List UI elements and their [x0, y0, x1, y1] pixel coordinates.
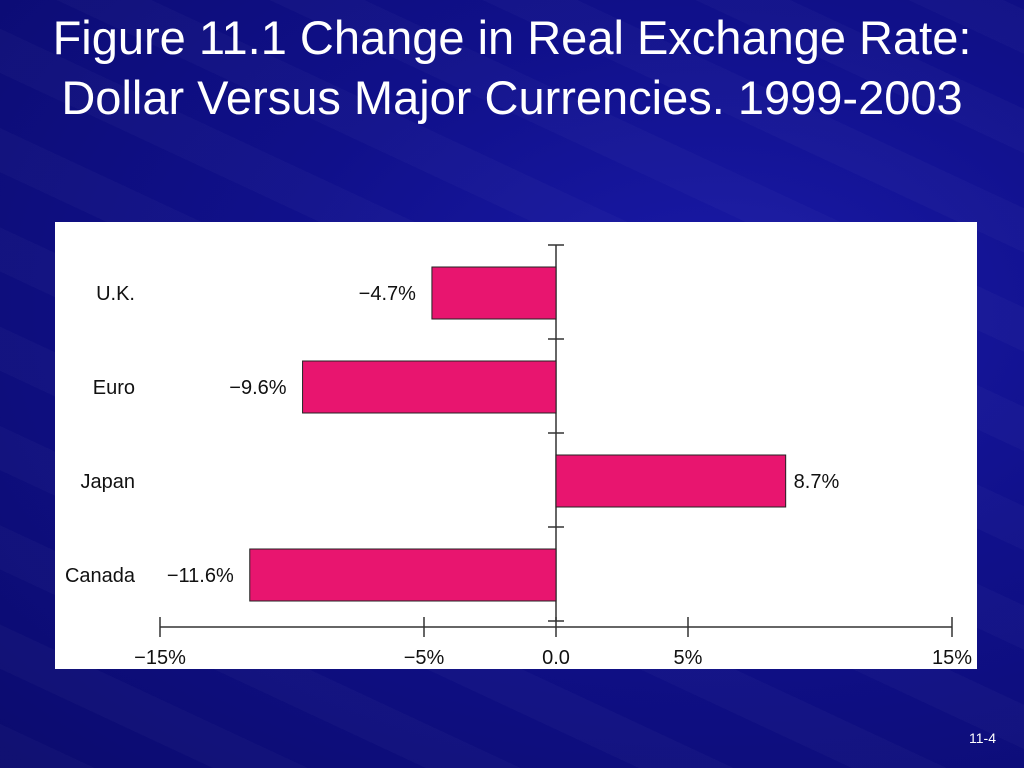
chart-panel: U.K. −4.7% Euro −9.6% Japan 8.7% Canada −11.6% −…: [55, 222, 977, 669]
slide-number: 11-4: [969, 730, 996, 746]
slide-title: Figure 11.1 Change in Real Exchange Rate…: [52, 11, 972, 124]
bar-chart: U.K. −4.7% Euro −9.6% Japan 8.7% Canada −11.6% −…: [65, 244, 972, 669]
bar-euro: [302, 360, 557, 414]
bar-uk: [431, 266, 557, 320]
x-tick-label: 5%: [674, 647, 703, 669]
x-tick-label: −15%: [134, 647, 186, 669]
category-label: Japan: [81, 471, 136, 493]
x-tick-label: −5%: [404, 647, 445, 669]
value-label: 8.7%: [794, 471, 840, 493]
bar-japan: [555, 454, 787, 508]
value-label: −4.7%: [359, 283, 416, 305]
category-label: U.K.: [96, 283, 135, 305]
bar-canada: [249, 548, 557, 602]
x-tick-label: 0.0: [542, 647, 570, 669]
category-label: Canada: [65, 565, 136, 587]
value-label: −9.6%: [229, 377, 286, 399]
category-label: Euro: [93, 377, 135, 399]
x-tick-label: 15%: [932, 647, 972, 669]
value-label: −11.6%: [167, 565, 234, 587]
